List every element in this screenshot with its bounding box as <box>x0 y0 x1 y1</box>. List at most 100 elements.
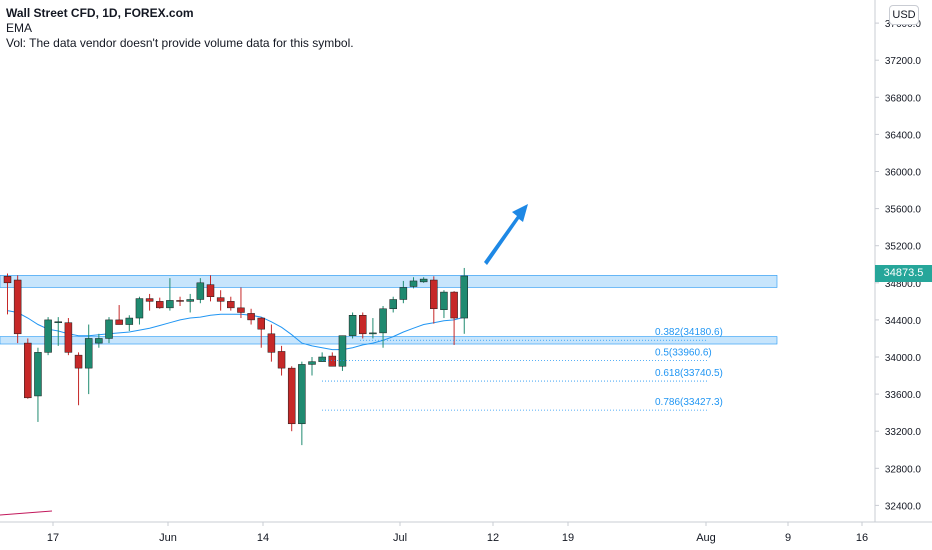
resistance-zone[interactable] <box>0 275 778 288</box>
candle-body <box>379 308 387 334</box>
price-tick-label: 37200.0 <box>885 56 922 67</box>
candle-body <box>440 291 448 310</box>
price-tick-label: 36000.0 <box>885 168 922 179</box>
candle[interactable] <box>267 324 276 362</box>
candle[interactable] <box>338 335 347 371</box>
candle-body <box>34 352 42 397</box>
candle[interactable] <box>247 308 255 325</box>
candle[interactable] <box>369 318 377 339</box>
currency-button[interactable]: USD <box>889 5 919 25</box>
candle[interactable] <box>237 287 245 319</box>
candle[interactable] <box>440 290 448 319</box>
price-tick-label: 34000.0 <box>885 353 922 364</box>
candle-body <box>450 291 458 319</box>
candle[interactable] <box>430 276 438 324</box>
candle-body <box>257 317 265 330</box>
candle[interactable] <box>13 275 22 344</box>
date-tick-label: 19 <box>562 532 574 544</box>
candle-body <box>135 298 144 319</box>
candle[interactable] <box>287 366 296 432</box>
candle[interactable] <box>328 352 337 367</box>
candle-body <box>125 317 134 325</box>
candle[interactable] <box>115 305 123 325</box>
ema-indicator-label[interactable]: EMA <box>6 21 33 35</box>
price-tick-label: 34800.0 <box>885 279 922 290</box>
candle[interactable] <box>34 347 42 422</box>
candle[interactable] <box>54 317 62 346</box>
candle[interactable] <box>348 312 357 339</box>
up-arrow-drawing[interactable] <box>484 204 528 265</box>
candle-body <box>24 342 32 399</box>
candle[interactable] <box>24 338 32 399</box>
price-tick-label: 33200.0 <box>885 427 922 438</box>
candle[interactable] <box>64 318 73 356</box>
candle[interactable] <box>460 267 468 334</box>
candle[interactable] <box>308 357 316 376</box>
last-price-label: 34873.5 <box>875 265 932 282</box>
candle[interactable] <box>135 296 144 325</box>
candle-body <box>308 361 316 365</box>
candle[interactable] <box>166 278 174 311</box>
candle[interactable] <box>419 277 428 283</box>
candle[interactable] <box>186 293 194 313</box>
candle[interactable] <box>44 317 52 356</box>
date-tick-label: 17 <box>47 532 59 544</box>
candle-body <box>277 351 286 369</box>
price-tick-label: 32400.0 <box>885 501 922 512</box>
price-tick-label: 35600.0 <box>885 205 922 216</box>
candle[interactable] <box>379 305 387 348</box>
candle[interactable] <box>216 290 225 311</box>
candle-body <box>267 333 276 353</box>
date-tick-label: 9 <box>785 532 791 544</box>
support-zone[interactable] <box>0 336 778 345</box>
candle[interactable] <box>318 352 326 362</box>
candle[interactable] <box>105 317 113 344</box>
candle[interactable] <box>298 361 306 446</box>
candle-body <box>13 279 22 335</box>
candle-body <box>389 299 397 310</box>
candle[interactable] <box>196 278 205 304</box>
candle[interactable] <box>257 317 265 348</box>
symbol-title: Wall Street CFD, 1D, FOREX.com <box>6 6 194 20</box>
fib-level-label: 0.786(33427.3) <box>655 397 723 408</box>
candle-body <box>115 319 123 325</box>
candle[interactable] <box>450 291 458 345</box>
candle-body <box>318 356 326 362</box>
candle-body <box>338 335 347 367</box>
fib-level-label: 0.382(34180.6) <box>655 327 723 338</box>
candle-body <box>156 301 164 309</box>
ema-line[interactable] <box>7 310 465 351</box>
candle[interactable] <box>409 277 418 289</box>
candle[interactable] <box>206 275 215 302</box>
fib-level-label: 0.618(33740.5) <box>655 368 723 379</box>
candle-body <box>430 279 438 310</box>
date-tick-label: 12 <box>487 532 499 544</box>
volume-indicator-label[interactable]: Vol: The data vendor doesn't provide vol… <box>6 36 354 50</box>
candle-body <box>3 276 12 284</box>
trend-line[interactable] <box>0 510 53 516</box>
candle[interactable] <box>145 293 154 311</box>
candle[interactable] <box>389 296 397 313</box>
candle[interactable] <box>3 273 12 315</box>
candle-body <box>460 275 468 319</box>
candle-body <box>176 300 184 302</box>
candle-body <box>145 298 154 302</box>
price-tick-label: 35200.0 <box>885 242 922 253</box>
candle[interactable] <box>399 280 408 304</box>
candle[interactable] <box>156 297 164 309</box>
candle[interactable] <box>84 324 93 395</box>
price-tick-label: 36800.0 <box>885 93 922 104</box>
candle-body <box>287 367 296 425</box>
candle[interactable] <box>125 315 134 332</box>
candle[interactable] <box>359 312 367 339</box>
candle[interactable] <box>74 352 83 406</box>
candle[interactable] <box>277 345 286 376</box>
candle-body <box>328 355 337 367</box>
candle[interactable] <box>176 296 184 306</box>
candle-body <box>196 282 205 300</box>
candle-body <box>64 322 73 353</box>
candle[interactable] <box>95 333 103 348</box>
candle[interactable] <box>227 296 235 311</box>
